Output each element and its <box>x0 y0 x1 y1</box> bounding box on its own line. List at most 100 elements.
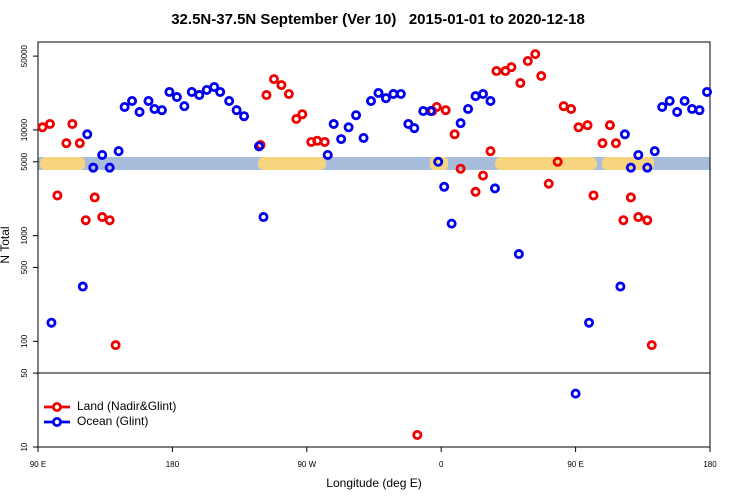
point <box>543 178 554 189</box>
point <box>268 74 279 85</box>
point <box>491 66 502 77</box>
point <box>570 388 581 399</box>
point <box>604 120 615 131</box>
point <box>88 162 99 173</box>
plot-frame <box>37 41 711 448</box>
point <box>179 101 190 112</box>
point <box>672 106 683 117</box>
point <box>425 106 436 117</box>
point <box>530 49 541 60</box>
point <box>566 103 577 114</box>
point <box>584 317 595 328</box>
point <box>322 149 333 160</box>
point <box>412 429 423 440</box>
point <box>351 110 362 121</box>
point <box>536 71 547 82</box>
point <box>439 181 450 192</box>
point <box>489 183 500 194</box>
point <box>597 138 608 149</box>
point <box>664 96 675 107</box>
point <box>297 109 308 120</box>
point <box>171 92 182 103</box>
y-tick-label: 10000 <box>20 118 29 141</box>
point <box>97 149 108 160</box>
land-strip <box>40 157 85 170</box>
point <box>446 218 457 229</box>
point <box>455 118 466 129</box>
point <box>615 281 626 292</box>
point <box>633 212 644 223</box>
point <box>224 96 235 107</box>
point <box>463 103 474 114</box>
point <box>61 138 72 149</box>
point <box>649 146 660 157</box>
point <box>522 56 533 67</box>
point <box>110 340 121 351</box>
point <box>679 96 690 107</box>
legend-label: Land (Nadir&Glint) <box>77 399 176 413</box>
point <box>164 86 175 97</box>
point <box>625 162 636 173</box>
x-tick-label: 90 E <box>30 460 46 469</box>
point <box>194 90 205 101</box>
x-tick-label: 90 W <box>297 460 316 469</box>
point <box>694 105 705 116</box>
point <box>209 82 220 93</box>
point <box>82 129 93 140</box>
point <box>67 118 78 129</box>
point <box>513 249 524 260</box>
y-tick-label: 500 <box>20 260 29 274</box>
point <box>215 86 226 97</box>
point <box>633 149 644 160</box>
chart-title: 32.5N-37.5N September (Ver 10) 2015-01-0… <box>171 11 585 28</box>
point <box>610 138 621 149</box>
point <box>113 146 124 157</box>
point <box>619 129 630 140</box>
land-strip <box>602 157 654 170</box>
point <box>449 129 460 140</box>
point <box>319 136 330 147</box>
point <box>46 317 57 328</box>
x-tick-label: 90 E <box>567 460 583 469</box>
point <box>702 86 713 97</box>
point <box>478 88 489 99</box>
point <box>433 156 444 167</box>
land-strip <box>495 157 597 170</box>
point <box>231 105 242 116</box>
legend: Land (Nadir&Glint)Ocean (Glint) <box>44 399 176 428</box>
x-tick-label: 180 <box>166 460 180 469</box>
point <box>515 78 526 89</box>
point <box>343 122 354 133</box>
point <box>261 90 272 101</box>
point <box>276 80 287 91</box>
point <box>409 123 420 134</box>
land-strip <box>258 157 326 170</box>
point <box>440 105 451 116</box>
legend-label: Ocean (Glint) <box>77 414 148 428</box>
point <box>328 118 339 129</box>
point <box>395 88 406 99</box>
y-tick-label: 50000 <box>20 44 29 67</box>
x-tick-label: 0 <box>439 460 444 469</box>
point <box>74 138 85 149</box>
point <box>291 114 302 125</box>
point <box>258 212 269 223</box>
map-strip <box>38 157 710 170</box>
point <box>77 281 88 292</box>
y-tick-label: 5000 <box>20 152 29 170</box>
point <box>657 101 668 112</box>
point <box>134 106 145 117</box>
point <box>104 162 115 173</box>
legend-marker <box>52 416 63 427</box>
point <box>642 162 653 173</box>
point <box>470 186 481 197</box>
point <box>104 215 115 226</box>
point <box>44 118 55 129</box>
y-tick-label: 10 <box>20 442 29 451</box>
point <box>552 156 563 167</box>
point <box>485 146 496 157</box>
point <box>336 134 347 145</box>
